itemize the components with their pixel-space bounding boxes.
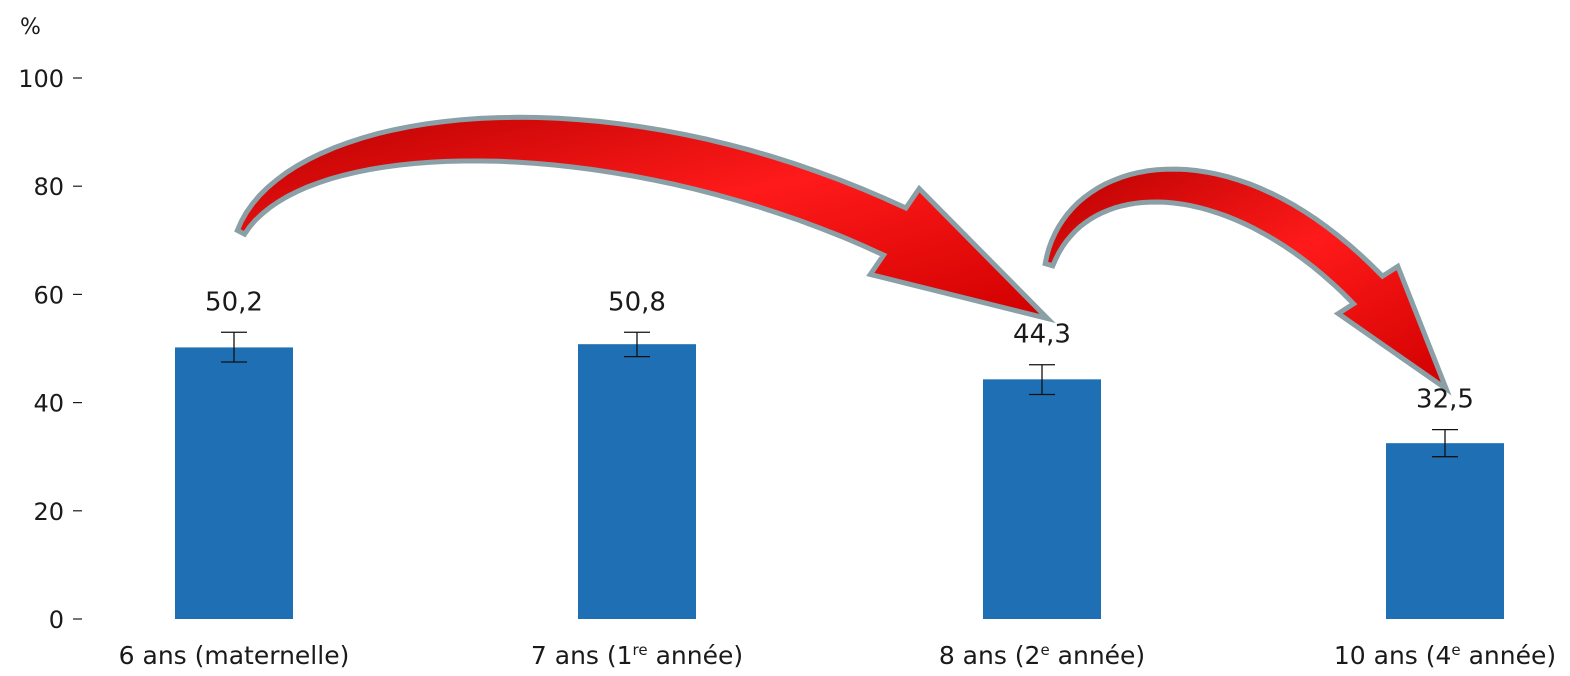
- error-bar: [1029, 364, 1055, 396]
- bars: [175, 344, 1504, 619]
- transition-arrow: [234, 114, 1056, 324]
- x-tick-label: 10 ans (4e année): [1334, 641, 1556, 670]
- y-tick-label: 40: [33, 390, 64, 418]
- y-tick-label: 20: [33, 498, 64, 526]
- x-axis-labels: 6 ans (maternelle) 7 ans (1re année) 8 ans…: [119, 641, 1556, 670]
- error-bar: [1432, 428, 1458, 458]
- error-bar: [221, 331, 247, 363]
- error-bar: [624, 331, 650, 358]
- y-tick-label: 80: [33, 173, 64, 201]
- bar: [1386, 443, 1504, 619]
- data-label: 44,3: [1013, 320, 1071, 350]
- transition-arrow: [1042, 166, 1452, 396]
- data-label: 32,5: [1416, 385, 1474, 415]
- y-tick-label: 0: [49, 606, 64, 634]
- data-label: 50,8: [608, 287, 666, 317]
- bar: [578, 344, 696, 619]
- x-tick-label: 6 ans (maternelle): [119, 641, 350, 670]
- data-label: 50,2: [205, 287, 263, 317]
- y-tick-label: 60: [33, 281, 64, 309]
- transition-arrows: [234, 114, 1452, 396]
- y-axis: 0 20 40 60 80 100: [18, 65, 82, 634]
- bar: [175, 347, 293, 619]
- x-tick-label: 8 ans (2e année): [939, 641, 1145, 670]
- x-tick-label: 7 ans (1re année): [531, 641, 743, 670]
- y-tick-label: 100: [18, 65, 64, 93]
- bar: [983, 379, 1101, 619]
- y-axis-unit-label: %: [20, 15, 41, 40]
- error-bars: [221, 331, 1458, 458]
- value-labels: 50,2 50,8 44,3 32,5: [205, 287, 1474, 414]
